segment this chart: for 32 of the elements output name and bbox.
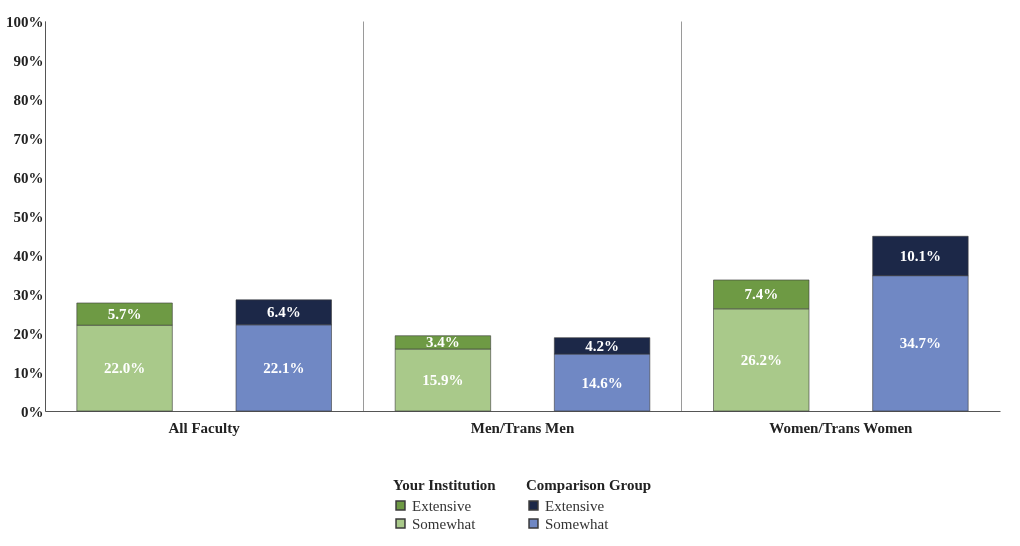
y-tick-label: 50% bbox=[13, 208, 44, 225]
legend-label: Extensive bbox=[412, 497, 472, 514]
data-label: 3.4% bbox=[426, 334, 460, 351]
y-tick-label: 20% bbox=[13, 325, 44, 342]
y-tick-label: 70% bbox=[13, 130, 44, 147]
data-label: 22.1% bbox=[263, 359, 305, 376]
y-tick-label: 0% bbox=[21, 403, 44, 420]
y-tick-label: 60% bbox=[13, 169, 44, 186]
y-tick-label: 40% bbox=[13, 247, 44, 264]
data-label: 14.6% bbox=[581, 374, 623, 391]
legend-label: Somewhat bbox=[412, 515, 477, 532]
data-label: 7.4% bbox=[744, 286, 779, 303]
data-label: 26.2% bbox=[740, 351, 782, 368]
data-label: 6.4% bbox=[266, 304, 301, 321]
data-label: 34.7% bbox=[899, 335, 942, 352]
text: Comparison Group bbox=[526, 477, 652, 493]
legend-label: Somewhat bbox=[545, 515, 610, 532]
text: Men/Trans Men bbox=[470, 420, 575, 436]
data-label: 15.9% bbox=[422, 371, 464, 388]
text: All Faculty bbox=[168, 420, 241, 436]
y-tick-label: 100% bbox=[6, 13, 44, 30]
data-label: 4.2% bbox=[585, 337, 619, 354]
y-tick-label: 80% bbox=[13, 91, 44, 108]
data-label: 10.1% bbox=[899, 247, 942, 264]
y-tick-label: 90% bbox=[13, 52, 44, 69]
text: Your Institution bbox=[393, 477, 496, 493]
data-label: 22.0% bbox=[103, 360, 146, 377]
y-tick-label: 30% bbox=[13, 286, 44, 303]
y-tick-label: 10% bbox=[13, 364, 44, 381]
legend-label: Extensive bbox=[545, 497, 605, 514]
data-label: 5.7% bbox=[107, 306, 142, 323]
text: Women/Trans Women bbox=[769, 420, 914, 436]
